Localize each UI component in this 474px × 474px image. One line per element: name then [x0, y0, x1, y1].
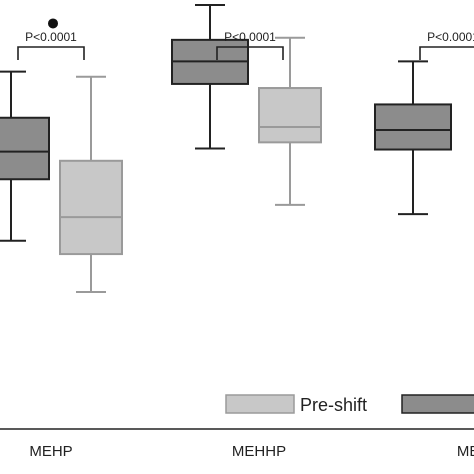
- box-mehp-s0-iqr: [0, 116, 50, 181]
- box-mehp-s1-iqr: [59, 159, 123, 256]
- significance-label-2: P<0.0001: [427, 30, 474, 44]
- category-label-meo: MEO: [457, 443, 474, 460]
- box-mehp-s0-outlier-0: [48, 18, 58, 29]
- significance-bracket-0: [17, 46, 85, 60]
- category-label-mehp: MEHP: [29, 443, 72, 460]
- significance-label-1: P<0.0001: [224, 30, 276, 44]
- category-label-mehhp: MEHHP: [232, 443, 286, 460]
- legend-label-0: Pre-shift: [300, 395, 367, 415]
- significance-bracket-2: [419, 46, 474, 60]
- box-meo-s0-iqr: [374, 103, 452, 151]
- legend-swatch-1: [401, 394, 474, 414]
- box-mehhp-s1-iqr: [258, 87, 322, 144]
- significance-label-0: P<0.0001: [25, 30, 77, 44]
- significance-bracket-1: [216, 46, 284, 60]
- legend-swatch-0: [225, 394, 295, 414]
